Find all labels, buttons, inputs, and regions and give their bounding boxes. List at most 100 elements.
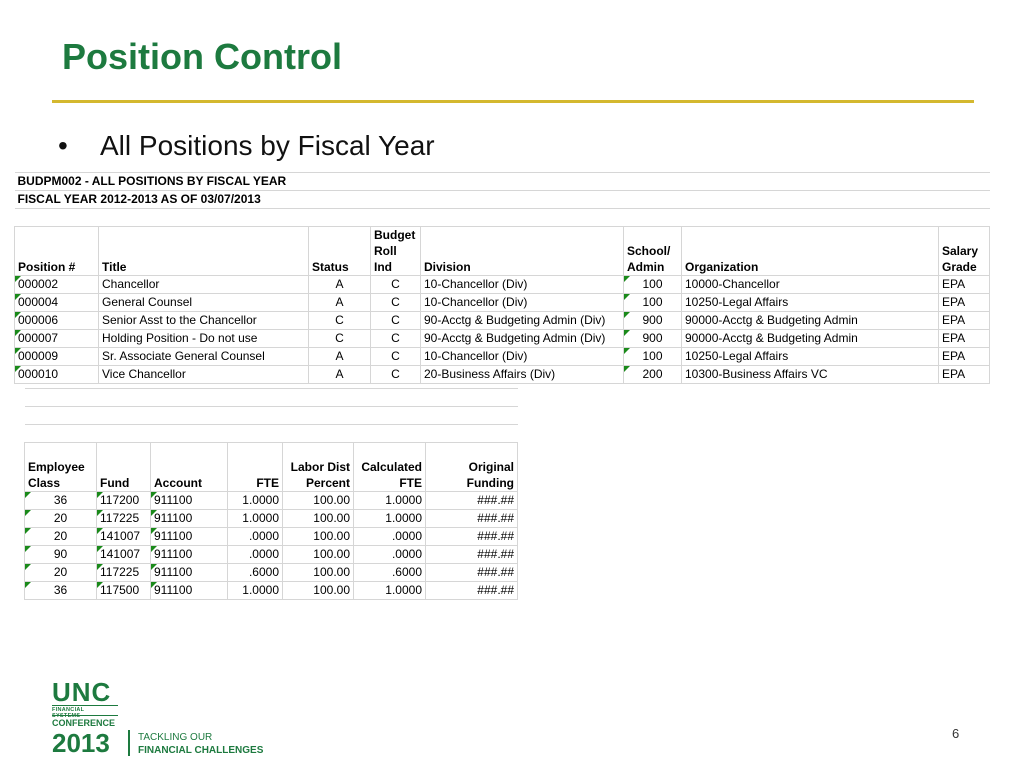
calculated-fte-cell[interactable]: .0000 [353, 545, 426, 564]
position-number-cell[interactable]: 000006 [14, 311, 99, 330]
original-funding-cell[interactable]: ###.## [425, 509, 518, 528]
organization-cell[interactable]: 10000-Chancellor [681, 275, 939, 294]
calculated-fte-cell[interactable]: 1.0000 [353, 509, 426, 528]
fund-cell[interactable]: 141007 [96, 545, 151, 564]
employee-class-cell[interactable]: 90 [24, 545, 97, 564]
employee-class-cell[interactable]: 20 [24, 509, 97, 528]
labor-dist-cell[interactable]: 100.00 [282, 545, 354, 564]
original-funding-cell[interactable]: ###.## [425, 545, 518, 564]
division-cell[interactable]: 20-Business Affairs (Div) [420, 365, 624, 384]
status-cell[interactable]: A [308, 275, 371, 294]
salary-grade-cell[interactable]: EPA [938, 293, 990, 312]
position-number-cell[interactable]: 000007 [14, 329, 99, 348]
fund-cell[interactable]: 117500 [96, 581, 151, 600]
fte-cell[interactable]: .0000 [227, 527, 283, 546]
status-cell[interactable]: A [308, 365, 371, 384]
labor-dist-cell[interactable]: 100.00 [282, 491, 354, 510]
organization-cell[interactable]: 10250-Legal Affairs [681, 293, 939, 312]
report-title: BUDPM002 - ALL POSITIONS BY FISCAL YEAR [14, 172, 990, 191]
budget-roll-cell[interactable]: C [370, 329, 421, 348]
title-cell[interactable]: General Counsel [98, 293, 309, 312]
labor-dist-cell[interactable]: 100.00 [282, 527, 354, 546]
division-cell[interactable]: 90-Acctg & Budgeting Admin (Div) [420, 329, 624, 348]
school-admin-cell[interactable]: 100 [623, 347, 682, 366]
school-admin-cell[interactable]: 100 [623, 293, 682, 312]
title-cell[interactable]: Sr. Associate General Counsel [98, 347, 309, 366]
budget-roll-cell[interactable]: C [370, 347, 421, 366]
original-funding-cell[interactable]: ###.## [425, 563, 518, 582]
position-number-cell[interactable]: 000009 [14, 347, 99, 366]
labor-dist-cell[interactable]: 100.00 [282, 563, 354, 582]
salary-grade-cell[interactable]: EPA [938, 347, 990, 366]
account-cell[interactable]: 911100 [150, 563, 228, 582]
organization-cell[interactable]: 90000-Acctg & Budgeting Admin [681, 311, 939, 330]
table-row: 000010 Vice Chancellor A C 20-Business A… [14, 365, 990, 384]
division-cell[interactable]: 10-Chancellor (Div) [420, 347, 624, 366]
organization-cell[interactable]: 10300-Business Affairs VC [681, 365, 939, 384]
salary-grade-cell[interactable]: EPA [938, 275, 990, 294]
calculated-fte-cell[interactable]: 1.0000 [353, 491, 426, 510]
division-cell[interactable]: 10-Chancellor (Div) [420, 293, 624, 312]
slide-title: Position Control [62, 36, 342, 77]
calculated-fte-cell[interactable]: .0000 [353, 527, 426, 546]
original-funding-cell[interactable]: ###.## [425, 491, 518, 510]
status-cell[interactable]: C [308, 329, 371, 348]
table-row: 20 117225 911100 1.0000 100.00 1.0000 ##… [24, 509, 518, 528]
table-row: 000004 General Counsel A C 10-Chancellor… [14, 293, 990, 312]
position-number-cell[interactable]: 000002 [14, 275, 99, 294]
labor-dist-cell[interactable]: 100.00 [282, 509, 354, 528]
employee-class-cell[interactable]: 20 [24, 563, 97, 582]
division-cell[interactable]: 10-Chancellor (Div) [420, 275, 624, 294]
fte-cell[interactable]: 1.0000 [227, 581, 283, 600]
table-row: 000006 Senior Asst to the Chancellor C C… [14, 311, 990, 330]
fte-cell[interactable]: .0000 [227, 545, 283, 564]
budget-roll-cell[interactable]: C [370, 365, 421, 384]
school-admin-cell[interactable]: 100 [623, 275, 682, 294]
fte-cell[interactable]: 1.0000 [227, 509, 283, 528]
salary-grade-cell[interactable]: EPA [938, 329, 990, 348]
budget-roll-cell[interactable]: C [370, 275, 421, 294]
title-cell[interactable]: Vice Chancellor [98, 365, 309, 384]
bullet-item: • All Positions by Fiscal Year [58, 130, 435, 162]
account-cell[interactable]: 911100 [150, 491, 228, 510]
original-funding-cell[interactable]: ###.## [425, 527, 518, 546]
school-admin-cell[interactable]: 900 [623, 329, 682, 348]
account-cell[interactable]: 911100 [150, 545, 228, 564]
header-cell: School/ Admin [623, 226, 682, 276]
title-cell[interactable]: Senior Asst to the Chancellor [98, 311, 309, 330]
fte-cell[interactable]: 1.0000 [227, 491, 283, 510]
budget-roll-cell[interactable]: C [370, 293, 421, 312]
status-cell[interactable]: A [308, 293, 371, 312]
status-cell[interactable]: C [308, 311, 371, 330]
fund-cell[interactable]: 141007 [96, 527, 151, 546]
employee-class-cell[interactable]: 20 [24, 527, 97, 546]
employee-class-cell[interactable]: 36 [24, 491, 97, 510]
fte-cell[interactable]: .6000 [227, 563, 283, 582]
calculated-fte-cell[interactable]: .6000 [353, 563, 426, 582]
school-admin-cell[interactable]: 900 [623, 311, 682, 330]
account-cell[interactable]: 911100 [150, 527, 228, 546]
position-number-cell[interactable]: 000010 [14, 365, 99, 384]
fund-cell[interactable]: 117225 [96, 509, 151, 528]
division-cell[interactable]: 90-Acctg & Budgeting Admin (Div) [420, 311, 624, 330]
original-funding-cell[interactable]: ###.## [425, 581, 518, 600]
budget-roll-cell[interactable]: C [370, 311, 421, 330]
school-admin-cell[interactable]: 200 [623, 365, 682, 384]
title-cell[interactable]: Chancellor [98, 275, 309, 294]
bullet-text: All Positions by Fiscal Year [100, 130, 435, 161]
title-cell[interactable]: Holding Position - Do not use [98, 329, 309, 348]
fund-cell[interactable]: 117225 [96, 563, 151, 582]
calculated-fte-cell[interactable]: 1.0000 [353, 581, 426, 600]
salary-grade-cell[interactable]: EPA [938, 365, 990, 384]
organization-cell[interactable]: 10250-Legal Affairs [681, 347, 939, 366]
status-cell[interactable]: A [308, 347, 371, 366]
salary-grade-cell[interactable]: EPA [938, 311, 990, 330]
employee-class-cell[interactable]: 36 [24, 581, 97, 600]
account-cell[interactable]: 911100 [150, 509, 228, 528]
fund-cell[interactable]: 117200 [96, 491, 151, 510]
header-cell: Position # [14, 226, 99, 276]
organization-cell[interactable]: 90000-Acctg & Budgeting Admin [681, 329, 939, 348]
labor-dist-cell[interactable]: 100.00 [282, 581, 354, 600]
position-number-cell[interactable]: 000004 [14, 293, 99, 312]
account-cell[interactable]: 911100 [150, 581, 228, 600]
